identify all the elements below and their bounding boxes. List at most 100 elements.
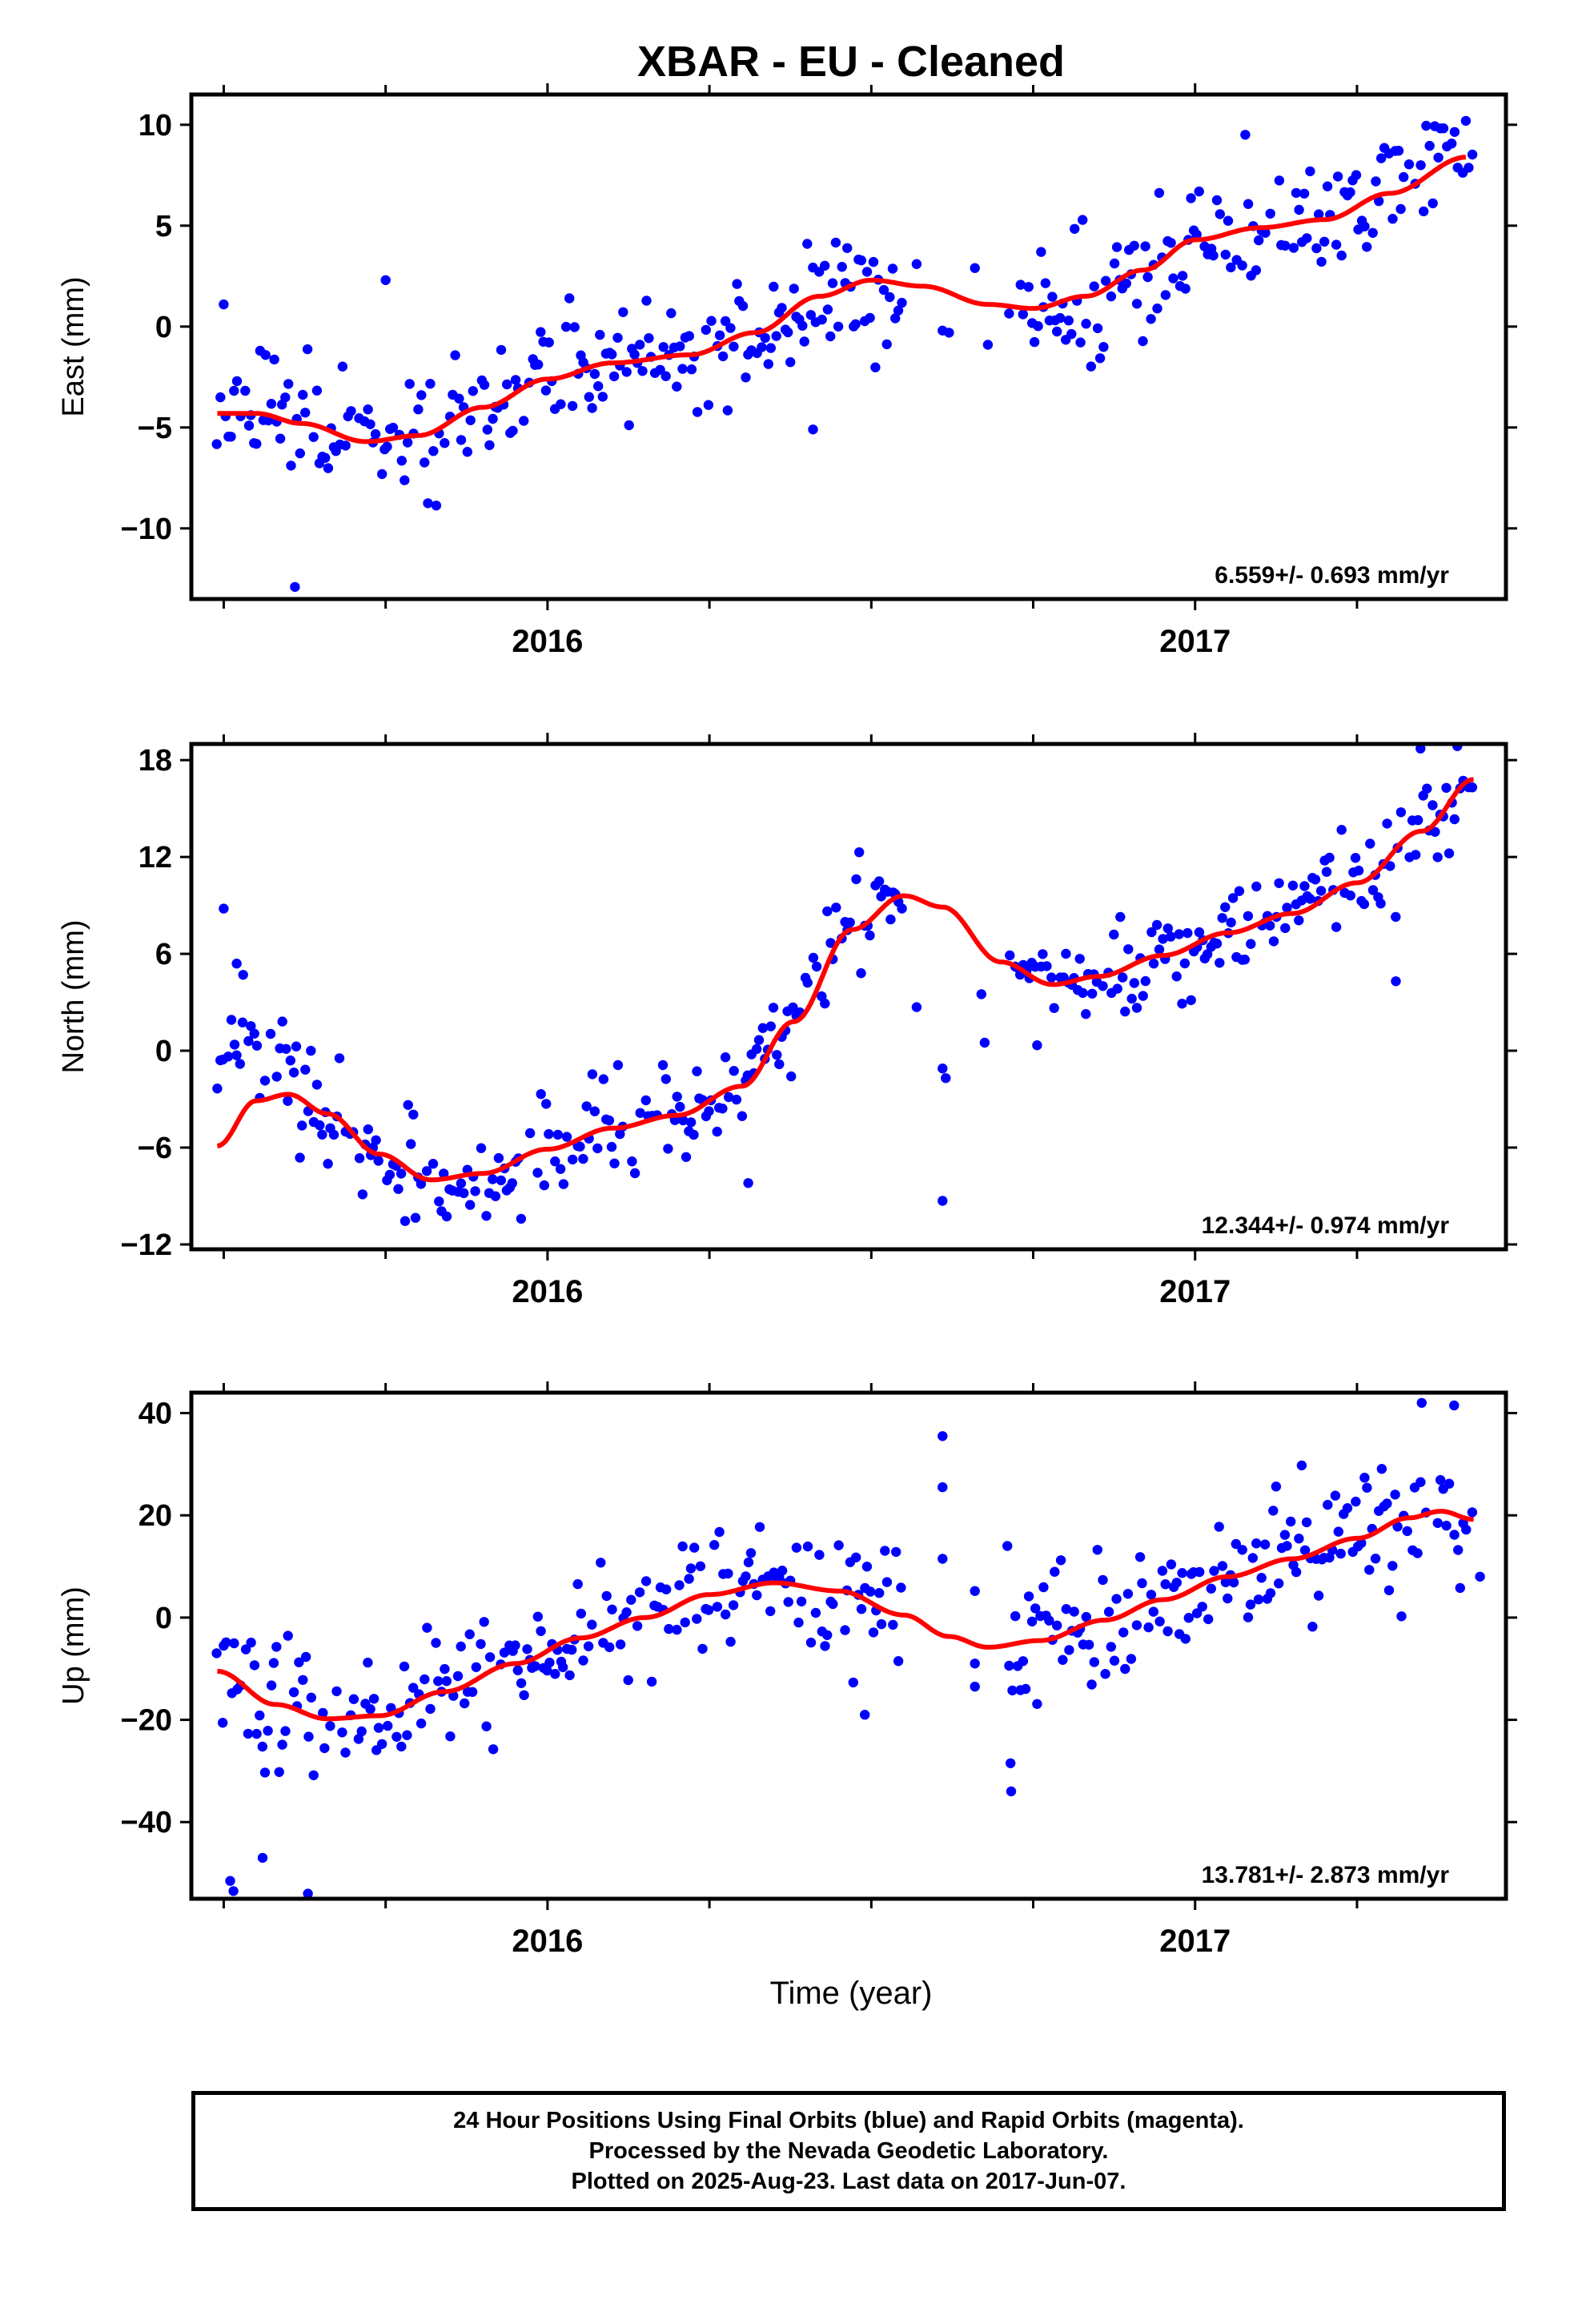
data-point bbox=[772, 1050, 782, 1060]
data-point bbox=[1364, 1565, 1375, 1575]
data-point bbox=[576, 1608, 586, 1619]
data-point bbox=[434, 1196, 444, 1207]
data-point bbox=[441, 1211, 452, 1222]
data-point bbox=[1430, 826, 1440, 838]
data-point bbox=[1171, 971, 1182, 982]
data-point bbox=[1243, 1612, 1254, 1622]
data-point bbox=[706, 316, 717, 326]
data-point bbox=[1287, 880, 1299, 891]
data-point bbox=[833, 1540, 844, 1550]
data-point bbox=[686, 364, 697, 375]
data-point bbox=[1331, 239, 1342, 250]
data-point bbox=[1177, 999, 1187, 1009]
up-panel: 40 20 0 −20 −40 2016 2017 Up (mm) 13.781+/- 2.87… bbox=[57, 1381, 1517, 1959]
data-point bbox=[1237, 1545, 1247, 1555]
data-point bbox=[938, 1063, 948, 1074]
data-point bbox=[1118, 1627, 1129, 1638]
data-point bbox=[865, 312, 875, 324]
data-point bbox=[1123, 944, 1134, 955]
data-point bbox=[318, 1707, 328, 1719]
data-point bbox=[340, 440, 351, 451]
data-point bbox=[1396, 1611, 1407, 1622]
data-point bbox=[757, 1023, 768, 1033]
data-point bbox=[714, 1526, 725, 1538]
data-point bbox=[249, 1028, 259, 1039]
data-point bbox=[681, 1152, 692, 1163]
data-point bbox=[1120, 1006, 1130, 1017]
data-point bbox=[1324, 852, 1335, 863]
data-point bbox=[376, 1739, 387, 1749]
data-point bbox=[1174, 929, 1185, 939]
data-point bbox=[476, 1638, 486, 1650]
data-point bbox=[1382, 818, 1392, 829]
data-point bbox=[1310, 875, 1321, 885]
data-point bbox=[406, 1139, 416, 1149]
data-point bbox=[1180, 283, 1191, 294]
x-tick-label: 2016 bbox=[512, 1274, 583, 1309]
data-point bbox=[1305, 166, 1315, 177]
data-point bbox=[468, 386, 478, 396]
data-point bbox=[634, 1587, 645, 1598]
data-point bbox=[1288, 243, 1299, 253]
data-point bbox=[1166, 931, 1176, 942]
data-point bbox=[357, 1189, 368, 1200]
data-point bbox=[1070, 223, 1080, 234]
data-point bbox=[215, 392, 226, 403]
data-point bbox=[1403, 159, 1415, 170]
data-point bbox=[1166, 238, 1176, 248]
data-point bbox=[725, 323, 736, 333]
data-point bbox=[291, 1041, 302, 1051]
y-tick-label: −40 bbox=[121, 1806, 172, 1839]
data-point bbox=[1162, 1626, 1173, 1637]
data-point bbox=[371, 1135, 381, 1146]
data-point bbox=[808, 424, 818, 435]
data-point bbox=[425, 1703, 436, 1715]
x-tick-label: 2017 bbox=[1159, 1274, 1231, 1309]
data-point bbox=[484, 1652, 496, 1663]
data-point bbox=[615, 1128, 625, 1140]
data-point bbox=[1374, 195, 1384, 207]
data-point bbox=[331, 1686, 342, 1697]
data-point bbox=[1023, 282, 1034, 292]
data-point bbox=[1415, 1477, 1426, 1487]
y-tick-label: 18 bbox=[139, 744, 172, 778]
data-point bbox=[791, 1542, 802, 1553]
data-point bbox=[1294, 1534, 1304, 1544]
data-point bbox=[300, 408, 311, 418]
data-point bbox=[587, 1619, 597, 1630]
data-point bbox=[1383, 1585, 1395, 1596]
data-point bbox=[897, 903, 907, 914]
data-point bbox=[402, 437, 413, 448]
data-point bbox=[604, 1642, 615, 1653]
data-point bbox=[416, 1718, 427, 1729]
data-point bbox=[604, 1115, 615, 1126]
data-point bbox=[743, 1178, 753, 1188]
data-point bbox=[1061, 948, 1071, 959]
data-point bbox=[777, 1566, 788, 1576]
fit-curve bbox=[217, 155, 1467, 444]
data-point bbox=[1424, 140, 1435, 151]
data-point bbox=[422, 1622, 432, 1633]
data-point bbox=[1467, 1507, 1478, 1518]
data-point bbox=[1254, 235, 1264, 246]
data-point bbox=[315, 1120, 325, 1131]
data-point bbox=[692, 1066, 702, 1076]
data-point bbox=[416, 390, 427, 400]
data-point bbox=[1052, 326, 1062, 337]
data-point bbox=[564, 1670, 575, 1681]
data-point bbox=[1069, 1606, 1079, 1617]
data-point bbox=[512, 1665, 523, 1675]
data-point bbox=[255, 1710, 265, 1721]
data-point bbox=[661, 1074, 671, 1084]
data-point bbox=[516, 1678, 527, 1688]
data-point bbox=[1387, 214, 1398, 224]
data-point bbox=[938, 1431, 948, 1441]
data-point bbox=[870, 362, 881, 372]
data-point bbox=[827, 278, 838, 288]
data-point bbox=[612, 332, 623, 343]
data-point bbox=[615, 1639, 626, 1650]
data-point bbox=[861, 267, 873, 277]
data-point bbox=[938, 1196, 948, 1206]
data-point bbox=[1197, 1602, 1207, 1612]
data-point bbox=[1226, 917, 1236, 928]
